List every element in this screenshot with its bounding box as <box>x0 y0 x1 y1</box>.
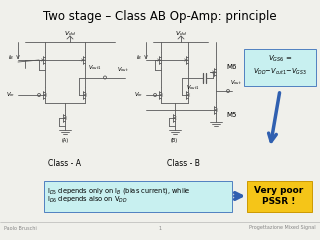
Text: Paolo Bruschi: Paolo Bruschi <box>4 226 37 230</box>
Text: (A): (A) <box>61 138 68 143</box>
Text: 1: 1 <box>158 226 162 230</box>
Text: Two stage – Class AB Op-Amp: principle: Two stage – Class AB Op-Amp: principle <box>43 10 277 23</box>
Text: $V_{in}$: $V_{in}$ <box>134 90 143 99</box>
Text: I$_{D6}$ depends also on V$_{DD}$: I$_{D6}$ depends also on V$_{DD}$ <box>47 195 128 205</box>
FancyBboxPatch shape <box>246 180 311 211</box>
FancyBboxPatch shape <box>244 49 316 86</box>
Text: V$_{DD}$−V$_{out1}$−V$_{GS3}$: V$_{DD}$−V$_{out1}$−V$_{GS3}$ <box>253 67 307 77</box>
Text: M6: M6 <box>226 64 236 70</box>
Text: $I_B$: $I_B$ <box>136 54 142 62</box>
Text: $V_{dd}$: $V_{dd}$ <box>64 29 76 38</box>
Text: $V_{out1}$: $V_{out1}$ <box>186 84 200 92</box>
Text: Class - A: Class - A <box>49 158 82 168</box>
Text: M5: M5 <box>226 112 236 118</box>
Text: $V_{dd}$: $V_{dd}$ <box>175 29 187 38</box>
Text: Progettazione Mixed Signal: Progettazione Mixed Signal <box>249 226 316 230</box>
Text: I$_{D5}$ depends only on I$_{B}$ (bias current), while: I$_{D5}$ depends only on I$_{B}$ (bias c… <box>47 186 191 196</box>
Text: $V_{out1}$: $V_{out1}$ <box>88 64 102 72</box>
Text: $V_{out}$: $V_{out}$ <box>117 65 129 73</box>
Text: Very poor
PSSR !: Very poor PSSR ! <box>254 186 304 206</box>
Text: $V_{in}$: $V_{in}$ <box>6 90 15 99</box>
Text: $V_{out}$: $V_{out}$ <box>230 78 242 87</box>
Text: V$_{GS6}$ =: V$_{GS6}$ = <box>268 54 292 64</box>
FancyBboxPatch shape <box>44 180 231 211</box>
Text: $I_B$: $I_B$ <box>8 54 14 62</box>
Text: (B): (B) <box>171 138 178 143</box>
Text: Class - B: Class - B <box>167 158 199 168</box>
